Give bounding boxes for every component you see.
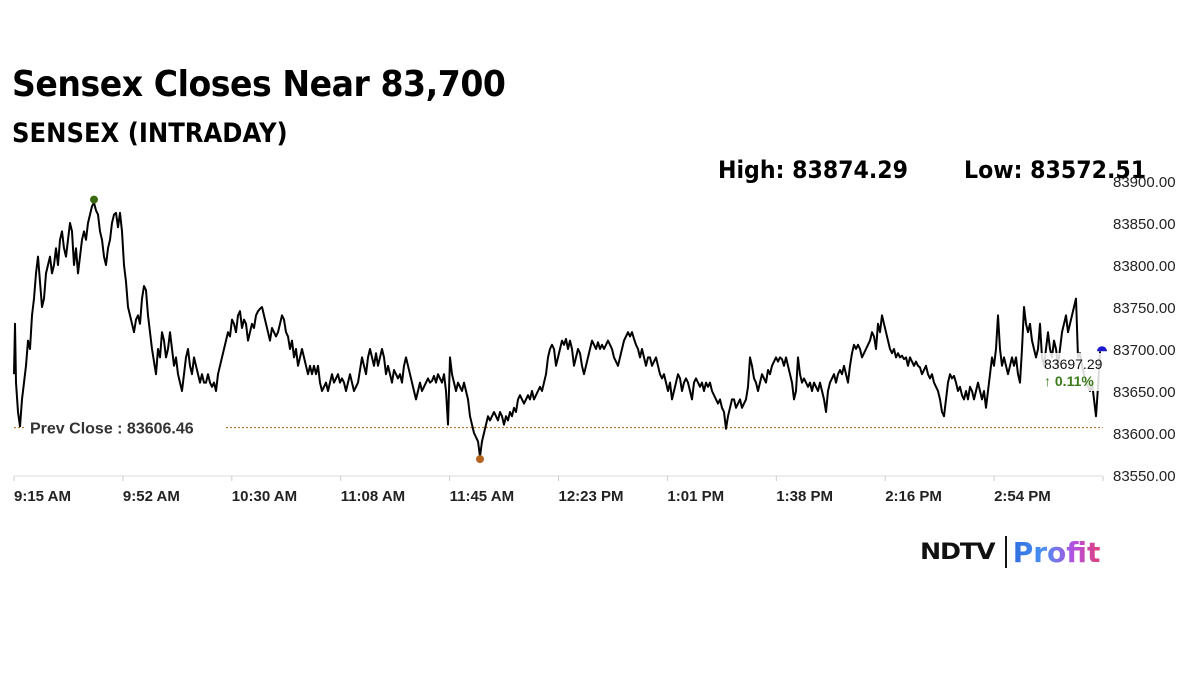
prev-close-label: Prev Close : 83606.46: [30, 421, 194, 438]
day-high-label: High: 83874.29: [718, 156, 909, 184]
x-tick-label: 10:30 AM: [232, 488, 297, 505]
prev-close-label-bg: [26, 417, 224, 438]
logo-separator: [1004, 536, 1007, 568]
x-tick-label: 2:54 PM: [994, 488, 1051, 505]
last-price-value: 83697.29: [1044, 356, 1103, 372]
ndtv-wordmark: NDTV: [920, 539, 996, 565]
y-tick-label: 83850.00: [1113, 216, 1176, 233]
page-title: Sensex Closes Near 83,700: [12, 64, 506, 105]
x-tick-label: 9:15 AM: [14, 488, 71, 505]
sensex-price-line[interactable]: [13, 201, 1101, 458]
profit-wordmark: Profit: [1012, 535, 1101, 569]
y-tick-label: 83600.00: [1113, 426, 1176, 443]
day-low-label: Low: 83572.51: [964, 156, 1147, 184]
y-tick-label: 83700.00: [1113, 342, 1176, 359]
x-tick-label: 1:38 PM: [776, 488, 833, 505]
x-tick-label: 2:16 PM: [885, 488, 942, 505]
x-tick-label: 11:08 AM: [341, 488, 405, 505]
last-price-change: ↑ 0.11%: [1044, 373, 1094, 389]
x-tick-label: 11:45 AM: [450, 488, 514, 505]
y-axis: 83900.00 83850.00 83800.00 83750.00 83700.00…: [1113, 174, 1176, 485]
y-tick-label: 83550.00: [1113, 468, 1176, 485]
y-tick-label: 83650.00: [1113, 384, 1176, 401]
x-tick-label: 12:23 PM: [559, 488, 624, 505]
y-tick-label: 83750.00: [1113, 300, 1176, 317]
y-tick-label: 83900.00: [1113, 174, 1176, 191]
last-price-marker[interactable]: [1097, 346, 1107, 352]
chart-subtitle: SENSEX (INTRADAY): [12, 118, 288, 149]
x-tick-label: 9:52 AM: [123, 488, 180, 505]
last-value-box: [1040, 353, 1102, 391]
ndtv-profit-logo: NDTV Profit: [920, 532, 1100, 572]
x-tick-label: 1:01 PM: [667, 488, 724, 505]
day-high-marker[interactable]: [90, 195, 98, 204]
x-axis: 9:15 AM 9:52 AM 10:30 AM 11:08 AM 11:45 AM 12…: [13, 475, 1104, 505]
day-low-marker[interactable]: [476, 455, 484, 464]
y-tick-label: 83800.00: [1113, 258, 1176, 275]
